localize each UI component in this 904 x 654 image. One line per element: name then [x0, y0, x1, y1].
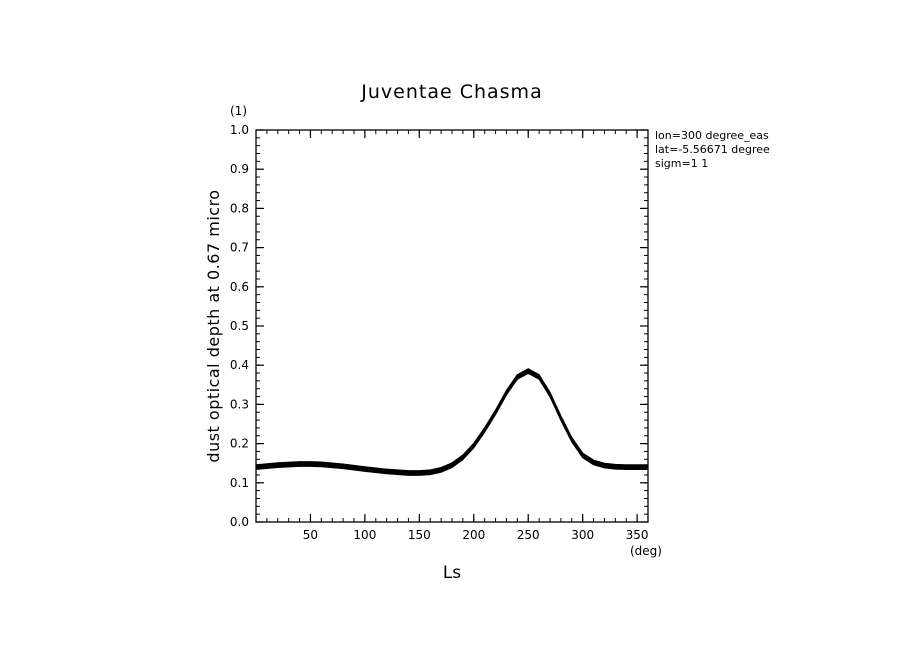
y-tick-label: 0.7	[230, 241, 249, 255]
y-tick-label: 0.9	[230, 162, 249, 176]
y-axis-label: dust optical depth at 0.67 micro	[204, 189, 223, 462]
plot-area: 50 100 150 200 250 300 350 0.0 0.1 0.2 0.3 0.4 0.5 0.…	[230, 123, 649, 542]
y-tick-label: 1.0	[230, 123, 249, 137]
plot-frame	[255, 129, 649, 523]
y-unit-label: (1)	[230, 104, 247, 118]
y-tick-label: 0.6	[230, 280, 249, 294]
y-tick-label: 0.3	[230, 397, 249, 411]
x-tick-label: 300	[571, 528, 594, 542]
y-tick-label: 0.8	[230, 201, 249, 215]
y-tick-label: 0.5	[230, 319, 249, 333]
x-tick-label: 200	[462, 528, 485, 542]
chart-title: Juventae Chasma	[360, 81, 542, 103]
x-tick-label: 350	[626, 528, 649, 542]
series-0-line	[255, 369, 648, 474]
info-line-sigm: sigm=1 1	[655, 157, 708, 170]
y-tick-label: 0.1	[230, 476, 249, 490]
y-tick-label: 0.2	[230, 437, 249, 451]
x-tick-label: 250	[517, 528, 540, 542]
info-line-lon: lon=300 degree_eas	[655, 129, 769, 142]
x-tick-label: 50	[303, 528, 318, 542]
y-tick-label: 0.4	[230, 358, 249, 372]
info-line-lat: lat=-5.56671 degree	[655, 143, 770, 156]
x-axis-label: Ls	[443, 563, 461, 583]
x-tick-label: 100	[353, 528, 376, 542]
y-tick-label: 0.0	[230, 515, 249, 529]
x-unit-label: (deg)	[630, 544, 662, 558]
x-tick-label: 150	[408, 528, 431, 542]
